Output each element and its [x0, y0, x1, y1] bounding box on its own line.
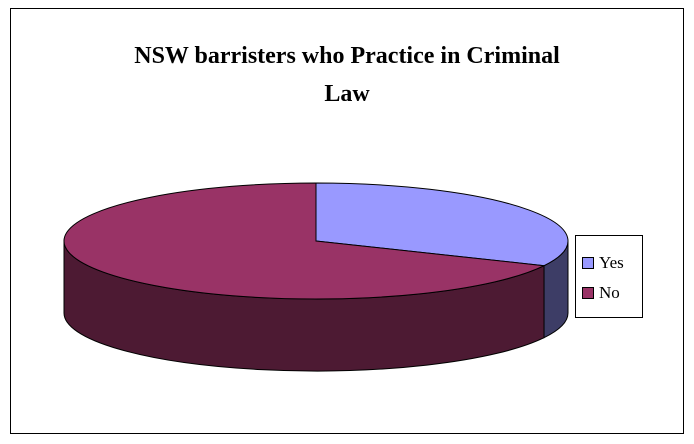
legend-swatch-no [582, 287, 594, 299]
chart-title-line-1: NSW barristers who Practice in Criminal [134, 43, 560, 69]
legend-swatch-yes [582, 257, 594, 269]
legend-item-no: No [582, 283, 620, 303]
chart-legend: Yes No [575, 235, 643, 318]
chart-title-line-2: Law [324, 81, 370, 107]
pie-slice-no [63, 182, 546, 300]
legend-label-yes: Yes [599, 253, 624, 272]
chart-title: NSW barristers who Practice in Criminal … [11, 37, 683, 113]
legend-item-yes: Yes [582, 253, 624, 273]
pie-slice-yes [315, 182, 569, 267]
legend-label-no: No [599, 283, 620, 302]
